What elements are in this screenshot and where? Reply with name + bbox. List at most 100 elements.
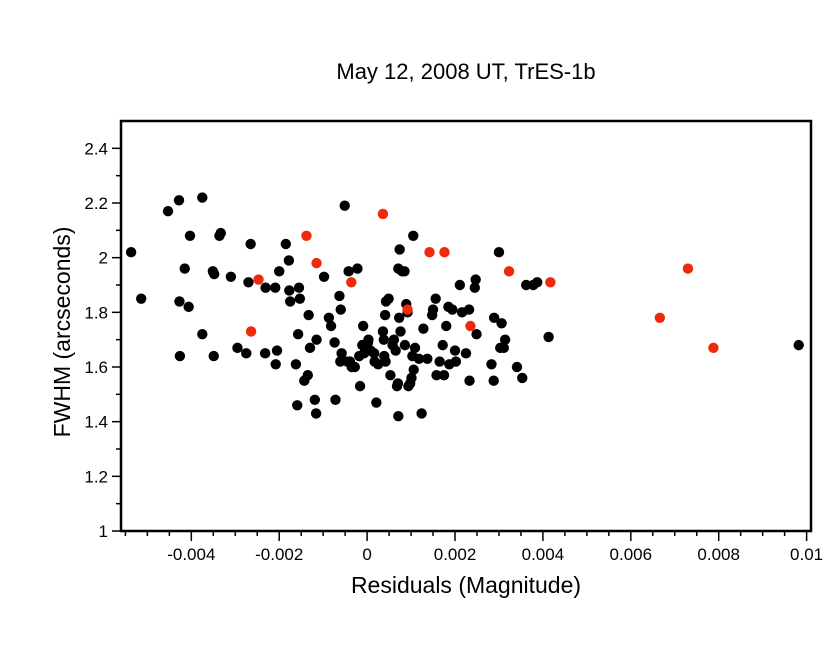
data-point bbox=[408, 230, 419, 241]
data-point bbox=[232, 342, 243, 354]
data-point bbox=[354, 380, 366, 392]
data-point bbox=[343, 266, 354, 277]
data-point bbox=[371, 397, 382, 408]
data-point bbox=[488, 312, 500, 323]
x-tick-label: -0.004 bbox=[167, 545, 215, 564]
data-point bbox=[301, 230, 312, 241]
data-point bbox=[392, 378, 404, 389]
data-point bbox=[486, 359, 497, 370]
data-point bbox=[511, 361, 523, 373]
data-point bbox=[793, 339, 804, 351]
x-tick-label: 0.01 bbox=[790, 545, 823, 564]
data-point bbox=[460, 348, 472, 359]
data-point bbox=[654, 312, 666, 323]
data-point bbox=[437, 339, 448, 351]
data-point bbox=[174, 350, 186, 362]
data-point bbox=[284, 285, 295, 296]
data-point bbox=[385, 370, 396, 381]
data-point bbox=[293, 282, 305, 293]
data-point bbox=[408, 364, 419, 375]
data-point bbox=[294, 293, 306, 304]
data-point bbox=[283, 255, 295, 266]
series-1-points bbox=[245, 208, 719, 354]
y-tick-label: 2.2 bbox=[84, 194, 108, 213]
y-tick-label: 2.4 bbox=[84, 139, 108, 158]
data-point bbox=[543, 331, 554, 343]
data-point bbox=[208, 268, 220, 280]
data-point bbox=[292, 329, 304, 340]
data-point bbox=[215, 227, 226, 239]
data-point bbox=[390, 345, 401, 356]
data-point bbox=[270, 359, 281, 370]
data-point bbox=[225, 271, 237, 282]
data-point bbox=[342, 356, 353, 367]
data-point bbox=[434, 356, 445, 367]
data-point bbox=[197, 192, 208, 203]
y-tick-label: 1.6 bbox=[84, 358, 108, 377]
data-point bbox=[336, 348, 347, 359]
data-point bbox=[399, 339, 411, 351]
data-point bbox=[253, 274, 264, 285]
data-point bbox=[179, 263, 190, 274]
data-point bbox=[318, 271, 330, 282]
data-point bbox=[488, 375, 499, 386]
data-point bbox=[682, 263, 694, 274]
data-point bbox=[162, 206, 174, 217]
data-point bbox=[302, 370, 313, 381]
data-point bbox=[383, 293, 394, 304]
data-point bbox=[430, 293, 441, 304]
data-point bbox=[183, 301, 194, 313]
x-tick-label: 0.002 bbox=[434, 545, 477, 564]
data-point bbox=[388, 334, 400, 345]
data-point bbox=[404, 378, 416, 389]
data-point bbox=[378, 334, 390, 345]
data-point bbox=[290, 359, 302, 370]
data-point bbox=[245, 326, 257, 337]
data-point bbox=[413, 353, 425, 364]
data-point bbox=[173, 195, 185, 206]
data-point bbox=[245, 238, 256, 250]
data-point bbox=[380, 356, 391, 367]
data-point bbox=[427, 304, 439, 315]
data-point bbox=[303, 309, 314, 321]
data-point bbox=[393, 312, 405, 323]
data-point bbox=[363, 334, 374, 345]
data-point bbox=[379, 309, 391, 321]
x-tick-label: 0.006 bbox=[610, 545, 653, 564]
x-tick-label: -0.002 bbox=[255, 545, 303, 564]
y-axis-title: FWHM (arcseconds) bbox=[49, 227, 75, 438]
data-point bbox=[259, 348, 271, 359]
x-tick-label: 0 bbox=[362, 545, 371, 564]
data-point bbox=[493, 247, 505, 258]
data-point bbox=[271, 345, 283, 356]
data-point bbox=[309, 394, 321, 405]
data-point bbox=[311, 334, 322, 345]
data-point bbox=[260, 282, 271, 293]
data-point bbox=[418, 323, 429, 334]
data-point bbox=[498, 342, 509, 354]
data-point bbox=[310, 408, 322, 419]
data-point bbox=[402, 304, 413, 315]
data-point bbox=[395, 326, 406, 337]
data-point bbox=[334, 290, 345, 302]
data-point bbox=[394, 244, 405, 255]
data-point bbox=[517, 372, 528, 384]
y-tick-label: 1.2 bbox=[84, 467, 108, 486]
data-point bbox=[465, 320, 476, 332]
x-tick-label: 0.004 bbox=[522, 545, 565, 564]
data-point bbox=[136, 293, 147, 304]
data-point bbox=[464, 375, 475, 386]
data-point bbox=[409, 342, 421, 354]
data-point bbox=[463, 304, 475, 315]
data-point bbox=[471, 329, 482, 340]
data-point bbox=[503, 266, 515, 277]
data-point bbox=[399, 266, 410, 277]
data-point bbox=[311, 257, 322, 269]
data-point bbox=[450, 356, 462, 367]
data-point bbox=[197, 329, 208, 340]
data-point bbox=[357, 320, 369, 332]
data-point bbox=[352, 263, 363, 274]
data-point bbox=[441, 320, 452, 332]
data-point bbox=[439, 247, 450, 258]
